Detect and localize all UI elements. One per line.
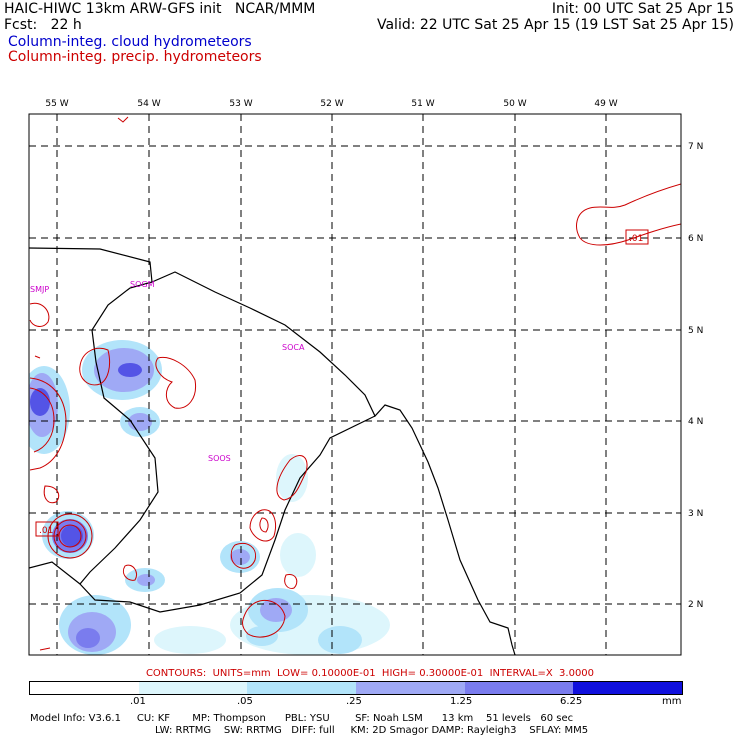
colorbar-bin-1: [138, 682, 248, 694]
colorbar-tick-2: .25: [346, 696, 362, 707]
station-soca: SOCA: [282, 343, 305, 352]
lat-label-2n: 2 N: [688, 600, 703, 610]
station-soos: SOOS: [208, 454, 231, 463]
colorbar-bin-5: [573, 682, 683, 694]
precip-contours: [29, 116, 681, 651]
colorbar-bin-0: [30, 682, 139, 694]
colorbar-tick-0: .01: [130, 696, 146, 707]
lon-label-49w: 49 W: [594, 99, 617, 109]
lat-label-4n: 4 N: [688, 417, 703, 427]
cloud-shading: [29, 340, 390, 655]
lon-label-52w: 52 W: [320, 99, 343, 109]
plot-title: HAIC-HIWC 13km ARW-GFS init NCAR/MMM: [4, 1, 316, 17]
map-frame: [28, 113, 682, 656]
model-info-line2: LW: RRTMG SW: RRTMG DIFF: full KM: 2D Sm…: [155, 725, 589, 736]
contour-label-right: .01: [629, 234, 643, 244]
colorbar-bin-2: [247, 682, 357, 694]
lon-label-54w: 54 W: [137, 99, 160, 109]
contour-label-left: .01: [39, 526, 53, 536]
valid-time: Valid: 22 UTC Sat 25 Apr 15 (19 LST Sat …: [376, 17, 734, 33]
lat-label-3n: 3 N: [688, 509, 703, 519]
init-time: Init: 00 UTC Sat 25 Apr 15: [551, 1, 734, 17]
lat-label-6n: 6 N: [688, 234, 703, 244]
lon-label-50w: 50 W: [503, 99, 526, 109]
forecast-hour: Fcst: 22 h: [4, 17, 82, 33]
field-precip-label: Column-integ. precip. hydrometeors: [8, 49, 262, 65]
lat-label-5n: 5 N: [688, 326, 703, 336]
station-smjp: SMJP: [30, 285, 49, 294]
contour-info: CONTOURS: UNITS=mm LOW= 0.10000E-01 HIGH…: [145, 668, 595, 679]
map-plot-area: SMJP SOGM SOCA SOOS .01 .01: [29, 114, 681, 655]
colorbar-unit: mm: [662, 696, 682, 707]
lat-ticks: [676, 145, 681, 605]
colorbar-tick-1: .05: [237, 696, 253, 707]
field-cloud-label: Column-integ. cloud hydrometeors: [8, 34, 252, 50]
colorbar: [29, 681, 683, 695]
lon-label-55w: 55 W: [45, 99, 68, 109]
lon-label-51w: 51 W: [411, 99, 434, 109]
colorbar-tick-3: 1.25: [450, 696, 473, 707]
model-info-line1: Model Info: V3.6.1 CU: KF MP: Thompson P…: [30, 713, 574, 724]
lon-label-53w: 53 W: [229, 99, 252, 109]
colorbar-tick-4: 6.25: [560, 696, 583, 707]
station-sogm: SOGM: [130, 280, 155, 289]
colorbar-bin-4: [464, 682, 574, 694]
coastline: [29, 247, 516, 655]
grid-lines: [29, 114, 681, 655]
colorbar-bin-3: [356, 682, 465, 694]
lat-label-7n: 7 N: [688, 142, 703, 152]
